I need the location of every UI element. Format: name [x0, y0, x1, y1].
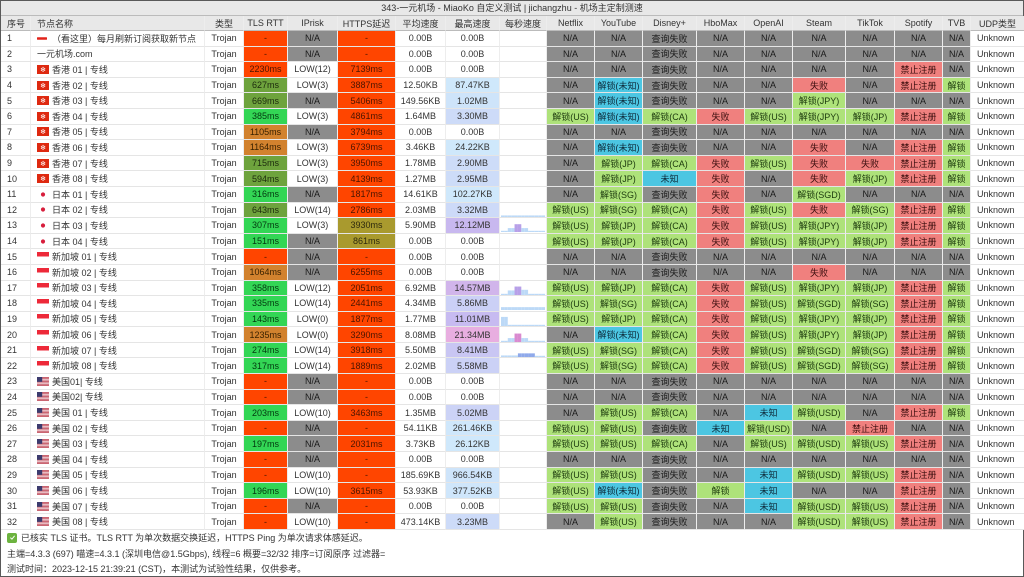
svg-text:❄: ❄ [40, 66, 46, 74]
svg-text:❄: ❄ [40, 128, 46, 136]
svg-text:❄: ❄ [40, 113, 46, 121]
svg-text:❄: ❄ [40, 97, 46, 105]
svg-text:❄: ❄ [40, 144, 46, 152]
svg-text:❄: ❄ [40, 175, 46, 183]
svg-text:❄: ❄ [40, 160, 46, 168]
svg-text:❄: ❄ [40, 82, 46, 90]
